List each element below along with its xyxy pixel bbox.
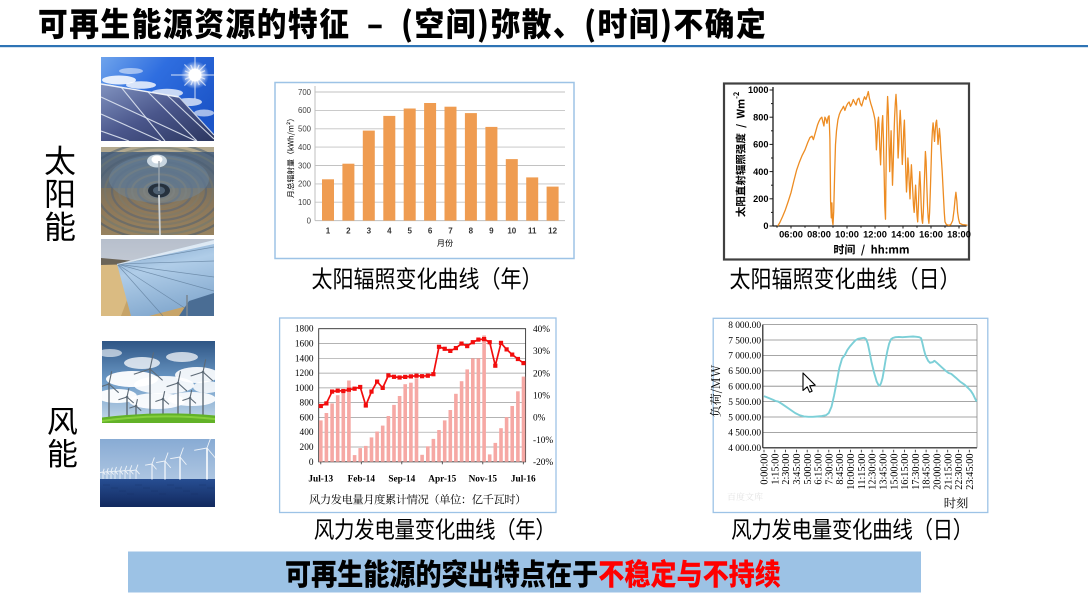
svg-text:0: 0	[763, 221, 768, 231]
svg-text:12:00: 12:00	[863, 230, 887, 240]
svg-text:200: 200	[300, 443, 314, 453]
svg-text:5 500.00: 5 500.00	[728, 398, 761, 408]
svg-text:1: 1	[326, 227, 331, 236]
svg-text:08:00: 08:00	[807, 230, 831, 240]
svg-text:17:30:00: 17:30:00	[911, 454, 922, 490]
svg-text:2: 2	[346, 227, 351, 236]
svg-text:8:45:00: 8:45:00	[835, 454, 846, 485]
svg-text:Nov-15: Nov-15	[469, 475, 498, 485]
svg-text:7: 7	[448, 227, 453, 236]
svg-text:10:00:00: 10:00:00	[846, 454, 857, 490]
svg-text:700: 700	[298, 88, 312, 97]
svg-text:600: 600	[300, 413, 314, 423]
svg-text:Apr-15: Apr-15	[428, 475, 456, 485]
svg-text:100: 100	[298, 198, 312, 207]
svg-text:6: 6	[428, 227, 433, 236]
svg-text:Jul-13: Jul-13	[308, 475, 333, 485]
svg-text:4 000.00: 4 000.00	[728, 444, 761, 454]
svg-text:40%: 40%	[533, 325, 550, 335]
svg-text:6 000.00: 6 000.00	[728, 383, 761, 393]
svg-text:12:30:00: 12:30:00	[868, 454, 879, 490]
svg-text:7 500.00: 7 500.00	[728, 336, 761, 346]
svg-text:3:45:00: 3:45:00	[792, 454, 803, 485]
svg-text:Feb-14: Feb-14	[348, 475, 376, 485]
svg-text:400: 400	[300, 428, 314, 438]
svg-text:23:45:00: 23:45:00	[965, 454, 976, 490]
svg-text:5 000.00: 5 000.00	[728, 413, 761, 423]
svg-text:8: 8	[469, 227, 474, 236]
svg-text:400: 400	[298, 143, 312, 152]
svg-text:16:00: 16:00	[919, 230, 943, 240]
svg-text:1:15:00: 1:15:00	[770, 454, 781, 485]
svg-text:Sep-14: Sep-14	[388, 475, 415, 485]
svg-text:0%: 0%	[533, 414, 546, 424]
svg-text:3: 3	[367, 227, 372, 236]
svg-text:4: 4	[387, 227, 392, 236]
svg-text:16:15:00: 16:15:00	[900, 454, 911, 490]
svg-text:06:00: 06:00	[779, 230, 803, 240]
svg-text:0: 0	[309, 458, 314, 468]
svg-text:0: 0	[307, 216, 312, 225]
svg-text:5:00:00: 5:00:00	[803, 454, 814, 485]
svg-text:Jul-16: Jul-16	[511, 475, 536, 485]
svg-text:18:00: 18:00	[947, 230, 971, 240]
svg-text:500: 500	[298, 125, 312, 134]
svg-text:1000: 1000	[295, 384, 314, 394]
svg-text:20:00:00: 20:00:00	[933, 454, 944, 490]
svg-text:10:00: 10:00	[835, 230, 859, 240]
svg-text:22:30:00: 22:30:00	[954, 454, 965, 490]
svg-text:0:00:00: 0:00:00	[760, 454, 771, 485]
svg-text:7:30:00: 7:30:00	[824, 454, 835, 485]
svg-text:11: 11	[528, 227, 537, 236]
svg-text:15:00:00: 15:00:00	[889, 454, 900, 490]
svg-text:200: 200	[753, 194, 768, 204]
svg-text:800: 800	[753, 112, 768, 122]
svg-text:-10%: -10%	[533, 436, 553, 446]
svg-text:6:15:00: 6:15:00	[814, 454, 825, 485]
svg-text:20%: 20%	[533, 369, 550, 379]
svg-text:1400: 1400	[295, 354, 314, 364]
svg-text:800: 800	[300, 399, 314, 409]
svg-text:7 000.00: 7 000.00	[728, 352, 761, 362]
svg-text:11:15:00: 11:15:00	[857, 454, 868, 490]
svg-text:1800: 1800	[295, 325, 314, 335]
svg-text:200: 200	[298, 180, 312, 189]
svg-text:21:15:00: 21:15:00	[943, 454, 954, 490]
svg-text:6 500.00: 6 500.00	[728, 367, 761, 377]
svg-text:1200: 1200	[295, 369, 314, 379]
svg-text:14:00: 14:00	[891, 230, 915, 240]
svg-text:300: 300	[298, 161, 312, 170]
svg-text:1000: 1000	[748, 85, 768, 95]
svg-text:10: 10	[507, 227, 516, 236]
svg-text:9: 9	[489, 227, 494, 236]
svg-text:1600: 1600	[295, 340, 314, 350]
svg-text:600: 600	[298, 106, 312, 115]
svg-text:13:45:00: 13:45:00	[879, 454, 890, 490]
svg-text:4 500.00: 4 500.00	[728, 429, 761, 439]
svg-text:-20%: -20%	[533, 458, 553, 468]
svg-text:5: 5	[407, 227, 412, 236]
svg-text:400: 400	[753, 167, 768, 177]
svg-text:600: 600	[753, 140, 768, 150]
svg-text:12: 12	[548, 227, 557, 236]
svg-text:10%: 10%	[533, 391, 550, 401]
svg-text:18:45:00: 18:45:00	[922, 454, 933, 490]
svg-text:8 000.00: 8 000.00	[728, 321, 761, 331]
svg-text:30%: 30%	[533, 347, 550, 357]
svg-text:2:30:00: 2:30:00	[781, 454, 792, 485]
